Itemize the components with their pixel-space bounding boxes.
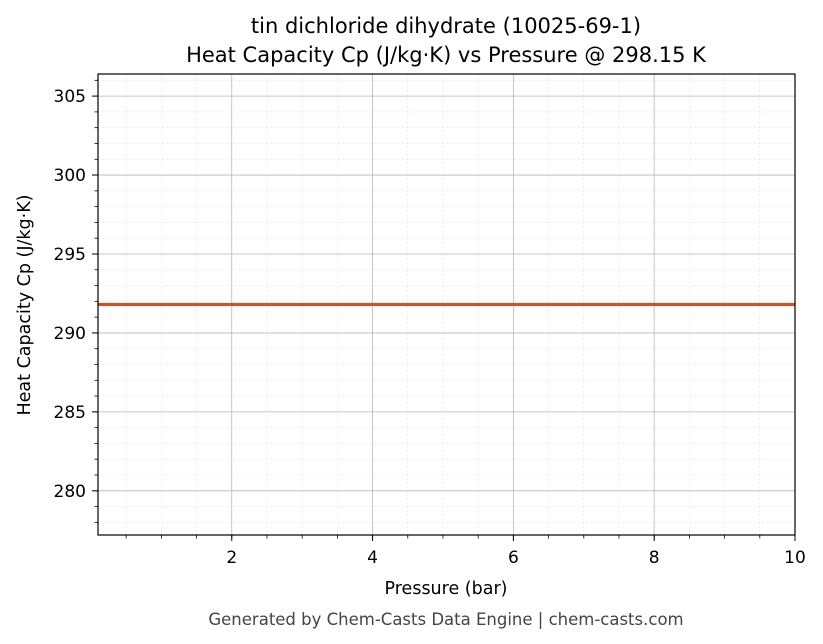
y-axis-ticks: 280 285 290 295 300 305 bbox=[54, 79, 98, 523]
plot-frame bbox=[97, 73, 796, 536]
x-axis-ticks: 2 4 6 8 10 bbox=[125, 535, 806, 568]
y-tick-label: 285 bbox=[54, 403, 86, 423]
chart-subtitle: Heat Capacity Cp (J/kg·K) vs Pressure @ … bbox=[186, 43, 707, 67]
x-tick-label: 8 bbox=[649, 548, 660, 568]
y-axis-label: Heat Capacity Cp (J/kg·K) bbox=[15, 195, 35, 416]
y-tick-label: 305 bbox=[54, 87, 86, 107]
y-tick-label: 295 bbox=[54, 245, 86, 265]
chart-title: tin dichloride dihydrate (10025-69-1) bbox=[251, 14, 641, 38]
x-tick-label: 6 bbox=[508, 548, 519, 568]
x-tick-label: 10 bbox=[784, 548, 806, 568]
y-tick-label: 280 bbox=[54, 482, 86, 502]
footer-credit: Generated by Chem-Casts Data Engine | ch… bbox=[208, 610, 683, 629]
y-tick-label: 290 bbox=[54, 324, 86, 344]
x-tick-label: 2 bbox=[226, 548, 237, 568]
y-tick-label: 300 bbox=[54, 166, 86, 186]
x-tick-label: 4 bbox=[367, 548, 378, 568]
x-axis-label: Pressure (bar) bbox=[385, 579, 508, 599]
